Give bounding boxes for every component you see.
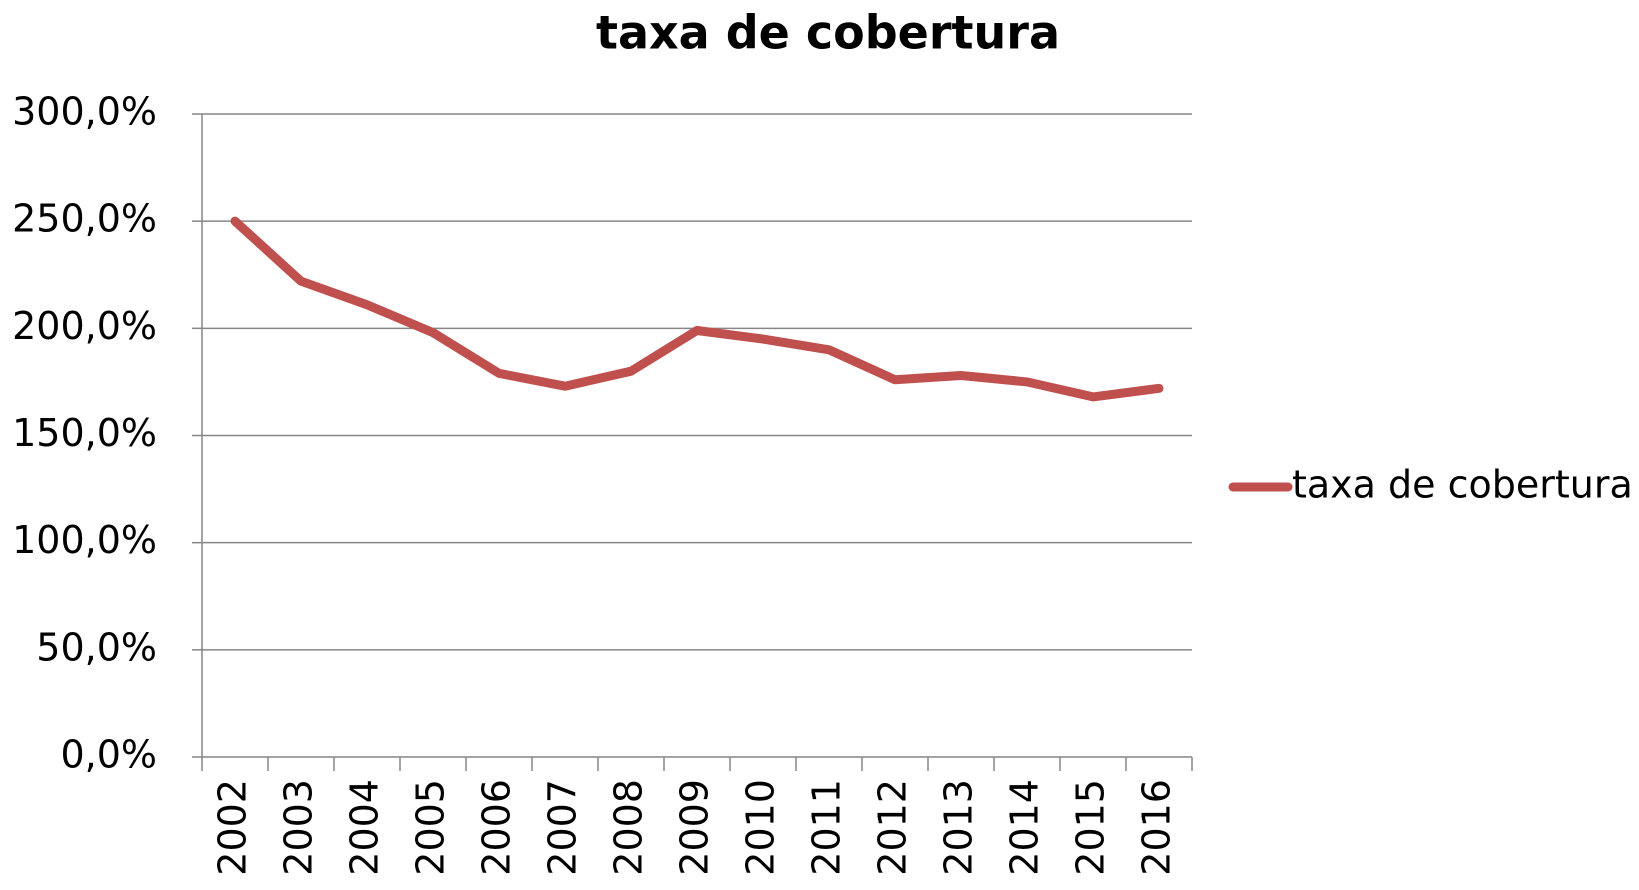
x-tick-label: 2009 (673, 779, 717, 876)
x-tick-label: 2015 (1069, 779, 1113, 876)
y-tick-label: 250,0% (12, 197, 157, 241)
x-tick-label: 2010 (739, 779, 783, 876)
x-tick-label: 2014 (1003, 779, 1047, 876)
x-tick-label: 2008 (607, 779, 651, 876)
y-tick-label: 50,0% (36, 625, 157, 669)
y-tick-label: 0,0% (60, 733, 157, 777)
x-tick-label: 2006 (475, 779, 519, 876)
x-tick-label: 2002 (211, 779, 255, 876)
x-tick-label: 2003 (277, 779, 321, 876)
x-tick-label: 2016 (1135, 779, 1179, 876)
x-tick-label: 2004 (343, 779, 387, 876)
line (230, 216, 1164, 402)
y-tick-label: 300,0% (12, 90, 157, 134)
legend-label: taxa de cobertura (1292, 463, 1633, 507)
x-tick-label: 2005 (409, 779, 453, 876)
x-tick-label: 2011 (805, 779, 849, 876)
x-tick-label: 2007 (541, 779, 585, 876)
y-tick-label: 200,0% (12, 304, 157, 348)
y-tick-label: 150,0% (12, 411, 157, 455)
chart-title: taxa de cobertura (596, 6, 1060, 60)
x-tick-label: 2013 (937, 779, 981, 876)
y-tick-label: 100,0% (12, 518, 157, 562)
x-tick-label: 2012 (871, 779, 915, 876)
